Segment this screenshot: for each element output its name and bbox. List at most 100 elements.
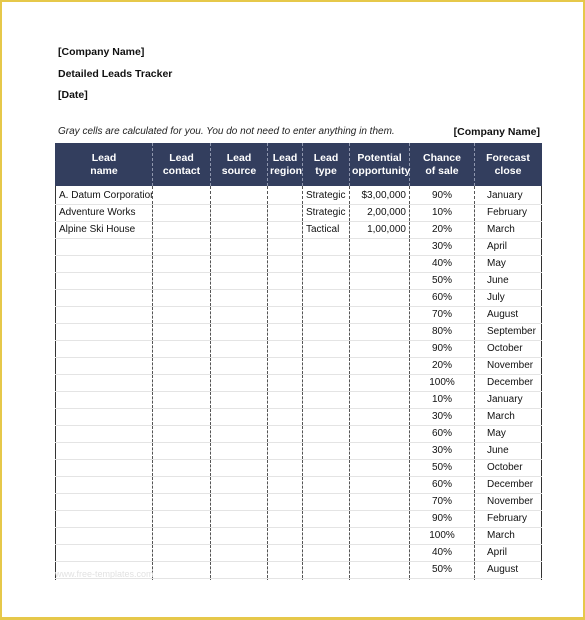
cell-lead-type[interactable] bbox=[302, 374, 350, 392]
cell-chance-of-sale[interactable]: 40% bbox=[409, 544, 475, 562]
cell-lead-type[interactable] bbox=[302, 527, 350, 545]
cell-lead-contact[interactable] bbox=[152, 510, 211, 528]
cell-forecast-close[interactable]: April bbox=[474, 238, 542, 256]
cell-lead-type[interactable] bbox=[302, 255, 350, 273]
cell-lead-contact[interactable] bbox=[152, 442, 211, 460]
cell-forecast-close[interactable]: February bbox=[474, 204, 542, 222]
cell-lead-name[interactable] bbox=[55, 544, 153, 562]
cell-lead-region[interactable] bbox=[267, 306, 303, 324]
cell-lead-region[interactable] bbox=[267, 238, 303, 256]
cell-lead-source[interactable] bbox=[210, 289, 268, 307]
cell-lead-region[interactable] bbox=[267, 459, 303, 477]
cell-lead-region[interactable] bbox=[267, 221, 303, 239]
cell-lead-type[interactable] bbox=[302, 408, 350, 426]
cell-lead-name[interactable] bbox=[55, 255, 153, 273]
cell-chance-of-sale[interactable]: 70% bbox=[409, 306, 475, 324]
cell-lead-source[interactable] bbox=[210, 544, 268, 562]
cell-lead-source[interactable] bbox=[210, 493, 268, 511]
cell-lead-source[interactable] bbox=[210, 255, 268, 273]
cell-lead-type[interactable] bbox=[302, 272, 350, 290]
cell-chance-of-sale[interactable]: 40% bbox=[409, 255, 475, 273]
cell-lead-name[interactable] bbox=[55, 561, 153, 579]
cell-potential-opportunity[interactable] bbox=[349, 357, 410, 375]
cell-lead-type[interactable] bbox=[302, 476, 350, 494]
cell-lead-type[interactable] bbox=[302, 425, 350, 443]
cell-potential-opportunity[interactable] bbox=[349, 391, 410, 409]
cell-lead-name[interactable] bbox=[55, 493, 153, 511]
cell-lead-source[interactable] bbox=[210, 425, 268, 443]
cell-lead-source[interactable] bbox=[210, 221, 268, 239]
cell-potential-opportunity[interactable] bbox=[349, 442, 410, 460]
cell-lead-type[interactable]: Strategic bbox=[302, 186, 350, 205]
cell-lead-region[interactable] bbox=[267, 204, 303, 222]
cell-lead-region[interactable] bbox=[267, 391, 303, 409]
cell-lead-region[interactable] bbox=[267, 493, 303, 511]
cell-lead-source[interactable] bbox=[210, 306, 268, 324]
cell-chance-of-sale[interactable]: 20% bbox=[409, 357, 475, 375]
cell-lead-contact[interactable] bbox=[152, 476, 211, 494]
cell-forecast-close[interactable]: November bbox=[474, 493, 542, 511]
cell-potential-opportunity[interactable]: 1,00,000 bbox=[349, 221, 410, 239]
cell-chance-of-sale[interactable]: 90% bbox=[409, 186, 475, 205]
cell-lead-name[interactable] bbox=[55, 323, 153, 341]
cell-potential-opportunity[interactable] bbox=[349, 408, 410, 426]
cell-forecast-close[interactable]: December bbox=[474, 476, 542, 494]
cell-lead-region[interactable] bbox=[267, 255, 303, 273]
cell-lead-type[interactable] bbox=[302, 510, 350, 528]
cell-forecast-close[interactable]: August bbox=[474, 306, 542, 324]
cell-chance-of-sale[interactable]: 10% bbox=[409, 391, 475, 409]
cell-lead-source[interactable] bbox=[210, 374, 268, 392]
cell-chance-of-sale[interactable]: 30% bbox=[409, 238, 475, 256]
cell-chance-of-sale[interactable]: 80% bbox=[409, 323, 475, 341]
cell-lead-contact[interactable] bbox=[152, 425, 211, 443]
cell-lead-region[interactable] bbox=[267, 527, 303, 545]
cell-forecast-close[interactable]: April bbox=[474, 544, 542, 562]
cell-lead-type[interactable] bbox=[302, 340, 350, 358]
cell-lead-name[interactable] bbox=[55, 391, 153, 409]
cell-lead-contact[interactable] bbox=[152, 374, 211, 392]
cell-lead-name[interactable] bbox=[55, 272, 153, 290]
cell-lead-source[interactable] bbox=[210, 459, 268, 477]
cell-forecast-close[interactable]: May bbox=[474, 255, 542, 273]
cell-lead-contact[interactable] bbox=[152, 527, 211, 545]
cell-forecast-close[interactable]: July bbox=[474, 289, 542, 307]
cell-lead-name[interactable] bbox=[55, 476, 153, 494]
cell-lead-region[interactable] bbox=[267, 442, 303, 460]
cell-chance-of-sale[interactable]: 50% bbox=[409, 459, 475, 477]
cell-lead-source[interactable] bbox=[210, 186, 268, 205]
cell-chance-of-sale[interactable]: 30% bbox=[409, 408, 475, 426]
cell-lead-source[interactable] bbox=[210, 391, 268, 409]
cell-lead-type[interactable] bbox=[302, 238, 350, 256]
cell-lead-source[interactable] bbox=[210, 272, 268, 290]
cell-chance-of-sale[interactable]: 30% bbox=[409, 442, 475, 460]
cell-potential-opportunity[interactable] bbox=[349, 544, 410, 562]
cell-potential-opportunity[interactable] bbox=[349, 459, 410, 477]
cell-lead-source[interactable] bbox=[210, 340, 268, 358]
cell-lead-contact[interactable] bbox=[152, 204, 211, 222]
cell-lead-name[interactable] bbox=[55, 408, 153, 426]
cell-forecast-close[interactable]: February bbox=[474, 510, 542, 528]
cell-lead-source[interactable] bbox=[210, 510, 268, 528]
cell-forecast-close[interactable]: March bbox=[474, 527, 542, 545]
cell-lead-source[interactable] bbox=[210, 561, 268, 579]
cell-chance-of-sale[interactable]: 50% bbox=[409, 561, 475, 579]
cell-lead-source[interactable] bbox=[210, 323, 268, 341]
cell-forecast-close[interactable]: September bbox=[474, 323, 542, 341]
cell-lead-type[interactable] bbox=[302, 561, 350, 579]
cell-forecast-close[interactable]: October bbox=[474, 340, 542, 358]
cell-lead-region[interactable] bbox=[267, 561, 303, 579]
cell-potential-opportunity[interactable] bbox=[349, 255, 410, 273]
cell-lead-name[interactable]: A. Datum Corporation bbox=[55, 186, 153, 205]
cell-potential-opportunity[interactable] bbox=[349, 289, 410, 307]
cell-lead-source[interactable] bbox=[210, 204, 268, 222]
cell-lead-contact[interactable] bbox=[152, 357, 211, 375]
cell-forecast-close[interactable]: June bbox=[474, 272, 542, 290]
cell-lead-region[interactable] bbox=[267, 323, 303, 341]
cell-potential-opportunity[interactable] bbox=[349, 272, 410, 290]
cell-forecast-close[interactable]: August bbox=[474, 561, 542, 579]
cell-lead-type[interactable] bbox=[302, 357, 350, 375]
cell-potential-opportunity[interactable] bbox=[349, 527, 410, 545]
cell-lead-name[interactable] bbox=[55, 425, 153, 443]
cell-potential-opportunity[interactable] bbox=[349, 493, 410, 511]
cell-lead-name[interactable] bbox=[55, 510, 153, 528]
